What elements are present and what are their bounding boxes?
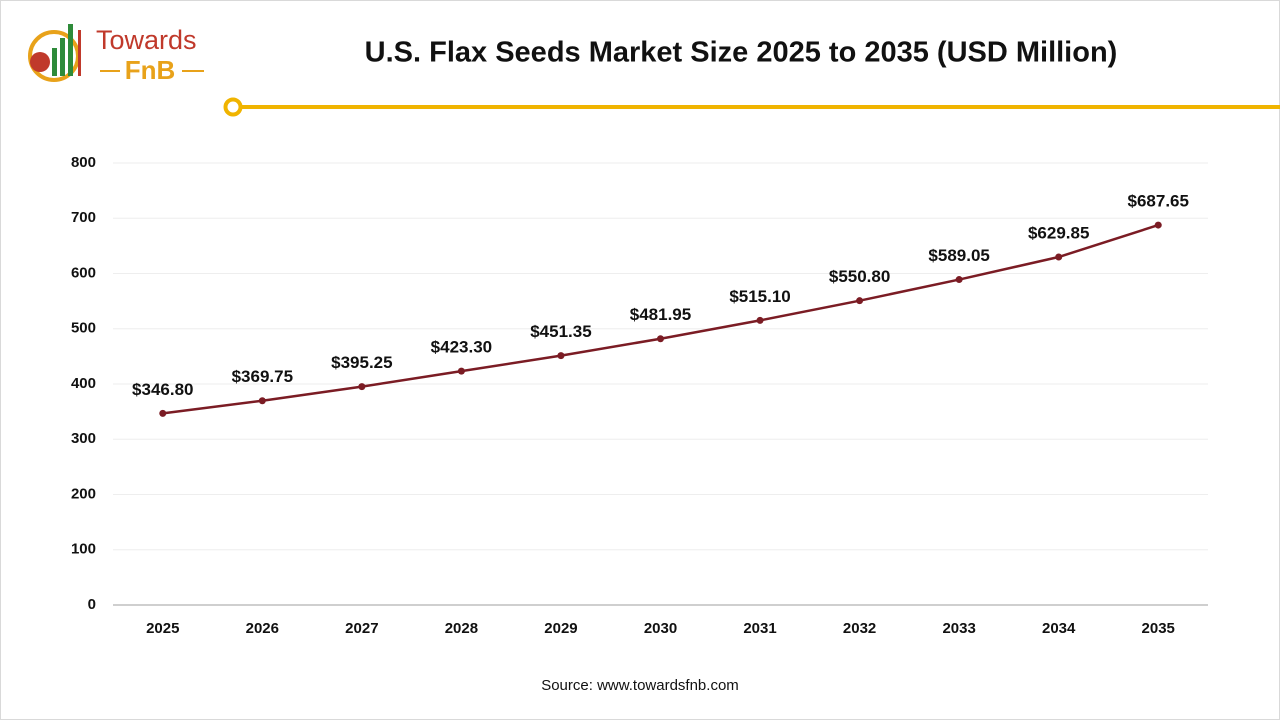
logo-fork: [78, 30, 81, 76]
point: [358, 383, 366, 391]
value-label: $481.95: [630, 305, 691, 324]
point: [657, 335, 664, 343]
y-tick-label: 800: [71, 154, 96, 171]
point: [1055, 253, 1063, 261]
value-label: $515.10: [729, 287, 790, 306]
point: [856, 297, 864, 305]
logo-bar: [68, 24, 73, 76]
point: [457, 367, 465, 375]
value-label: $629.85: [1028, 223, 1089, 242]
x-tick-label: 2035: [1142, 620, 1175, 637]
logo-bar: [52, 48, 57, 76]
value-label: $346.80: [132, 380, 193, 399]
value-label: $423.30: [431, 338, 492, 357]
y-tick-label: 200: [71, 485, 96, 502]
point: [258, 397, 266, 405]
value-label: $589.05: [928, 246, 989, 265]
x-tick-label: 2031: [743, 620, 776, 637]
value-label: $451.35: [530, 322, 591, 341]
y-tick-label: 300: [71, 430, 96, 447]
logo-dot: [30, 52, 50, 72]
y-tick-label: 600: [71, 264, 96, 281]
y-tick-label: 100: [71, 541, 96, 558]
point: [756, 316, 764, 324]
point: [159, 409, 167, 417]
value-label: $369.75: [232, 367, 293, 386]
x-tick-label: 2025: [146, 620, 179, 637]
point: [1154, 221, 1162, 229]
y-tick-label: 0: [88, 596, 96, 613]
chart-title: U.S. Flax Seeds Market Size 2025 to 2035…: [365, 37, 1118, 69]
y-tick-label: 500: [71, 320, 96, 337]
x-tick-label: 2030: [644, 620, 677, 637]
y-tick-label: 700: [71, 209, 96, 226]
logo-text: Towards: [96, 25, 197, 55]
point: [557, 352, 565, 360]
source: Source: www.towardsfnb.com: [541, 677, 739, 694]
logo-bar: [60, 38, 65, 76]
x-tick-label: 2029: [544, 620, 577, 637]
x-tick-label: 2033: [942, 620, 975, 637]
value-label: $687.65: [1128, 192, 1189, 211]
x-tick-label: 2027: [345, 620, 378, 637]
value-label: $550.80: [829, 267, 890, 286]
x-tick-label: 2028: [445, 620, 478, 637]
value-label: $395.25: [331, 353, 392, 372]
x-tick-label: 2032: [843, 620, 876, 637]
x-tick-label: 2034: [1042, 620, 1076, 637]
x-tick-label: 2026: [246, 620, 279, 637]
logo: Towards FnB: [28, 24, 204, 85]
point: [955, 276, 963, 284]
logo-text: FnB: [125, 55, 176, 85]
y-tick-label: 400: [71, 375, 96, 392]
title-rule-dot: [223, 97, 243, 117]
